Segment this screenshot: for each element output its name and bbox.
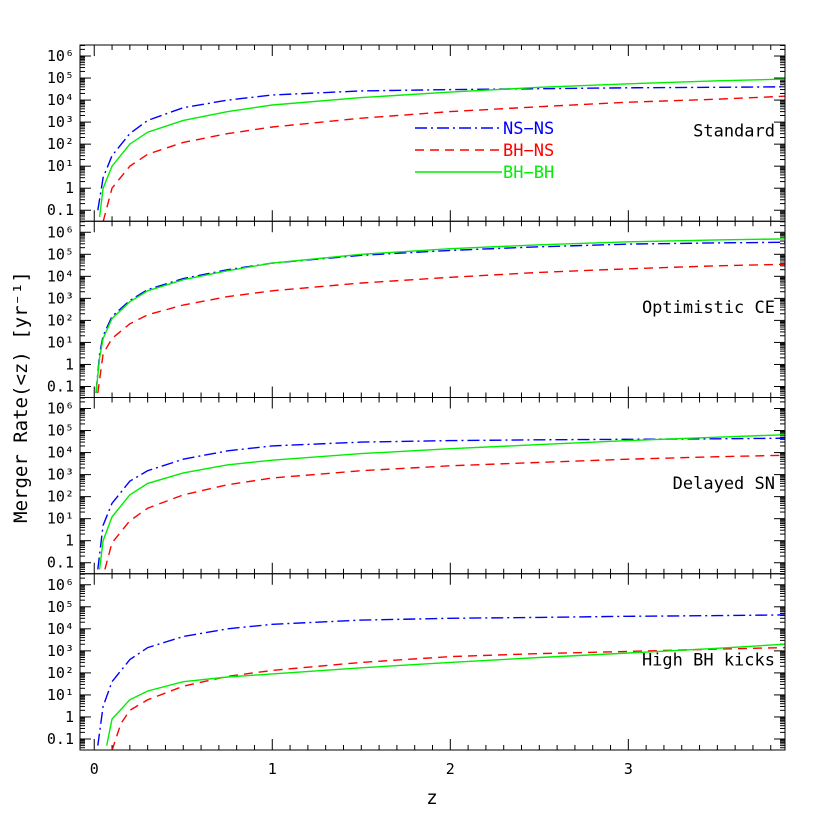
series-line-bh-bh <box>98 78 785 217</box>
y-tick-label: 10⁵ <box>47 422 74 440</box>
x-axis-title: z <box>426 787 437 809</box>
panel-label: Delayed SN <box>673 474 775 494</box>
y-tick-label: 10³ <box>47 289 74 307</box>
panel-label: High BH kicks <box>642 650 775 670</box>
y-tick-label: 10² <box>47 488 74 506</box>
series-line-ns-ns <box>97 86 785 211</box>
series-line-bh-ns <box>102 95 785 222</box>
y-tick-label: 10⁵ <box>47 598 74 616</box>
y-tick-label: 10⁶ <box>47 400 74 418</box>
y-tick-label: 10¹ <box>47 510 74 528</box>
y-tick-label: 10⁶ <box>47 223 74 241</box>
y-tick-label: 10² <box>47 135 74 153</box>
y-tick-label: 0.1 <box>47 201 74 219</box>
y-tick-label: 10⁴ <box>47 267 74 285</box>
series-line-bh-bh <box>106 643 785 746</box>
y-tick-label: 10⁵ <box>47 245 74 263</box>
y-tick-label: 10¹ <box>47 686 74 704</box>
panels-group: 0.1 1 10¹ 10² 10³ 10⁴ 10⁵ 10⁶ Standard 0.1 1 10¹ 10²… <box>47 44 786 751</box>
x-tick-label: 1 <box>268 760 277 778</box>
y-tick-label: 10⁵ <box>47 69 74 87</box>
x-tick-label: 0 <box>90 760 99 778</box>
panel-frame <box>79 44 786 222</box>
y-tick-label: 10⁶ <box>47 47 74 65</box>
y-tick-label: 10⁴ <box>47 91 74 109</box>
legend-label-bh-ns: BH−NS <box>503 141 554 161</box>
y-tick-label: 10³ <box>47 642 74 660</box>
y-tick-label: 1 <box>65 708 74 726</box>
y-tick-label: 1 <box>65 532 74 550</box>
panel-3: 0.1 1 10¹ 10² 10³ 10⁴ 10⁵ 10⁶ Delayed SN <box>47 397 786 575</box>
y-tick-label: 10¹ <box>47 157 74 175</box>
y-tick-label: 10² <box>47 311 74 329</box>
y-tick-label: 0.1 <box>47 377 74 395</box>
panel-label: Optimistic CE <box>642 298 775 318</box>
series-line-ns-ns <box>97 614 785 746</box>
series-line-ns-ns <box>95 241 785 394</box>
y-tick-label: 10² <box>47 664 74 682</box>
y-tick-label: 10⁶ <box>47 576 74 594</box>
panel-1: 0.1 1 10¹ 10² 10³ 10⁴ 10⁵ 10⁶ Standard <box>47 44 786 222</box>
y-axis-title: Merger Rate(<z) [yr⁻¹] <box>10 271 32 523</box>
series-line-bh-ns <box>104 454 785 570</box>
series-line-bh-bh <box>98 434 785 570</box>
y-tick-label: 10³ <box>47 113 74 131</box>
legend-label-bh-bh: BH−BH <box>503 163 554 183</box>
series-line-bh-bh <box>95 238 785 394</box>
panel-2: 0.1 1 10¹ 10² 10³ 10⁴ 10⁵ 10⁶ Optimistic CE <box>47 220 786 398</box>
y-tick-label: 1 <box>65 355 74 373</box>
x-tick-label: 3 <box>624 760 633 778</box>
x-axis: 0 1 2 3 <box>90 760 633 778</box>
y-tick-label: 10³ <box>47 466 74 484</box>
y-tick-label: 0.1 <box>47 730 74 748</box>
panel-label: Standard <box>693 122 775 142</box>
y-tick-label: 10⁴ <box>47 620 74 638</box>
panel-frame <box>79 573 786 751</box>
y-tick-label: 10¹ <box>47 333 74 351</box>
panel-4: 0.1 1 10¹ 10² 10³ 10⁴ 10⁵ 10⁶ High BH kicks <box>47 573 786 751</box>
y-tick-label: 0.1 <box>47 554 74 572</box>
y-tick-label: 1 <box>65 179 74 197</box>
y-tick-label: 10⁴ <box>47 444 74 462</box>
x-tick-label: 2 <box>446 760 455 778</box>
legend-label-ns-ns: NS−NS <box>503 119 554 139</box>
series-line-ns-ns <box>97 437 785 570</box>
series-line-bh-ns <box>97 263 785 394</box>
